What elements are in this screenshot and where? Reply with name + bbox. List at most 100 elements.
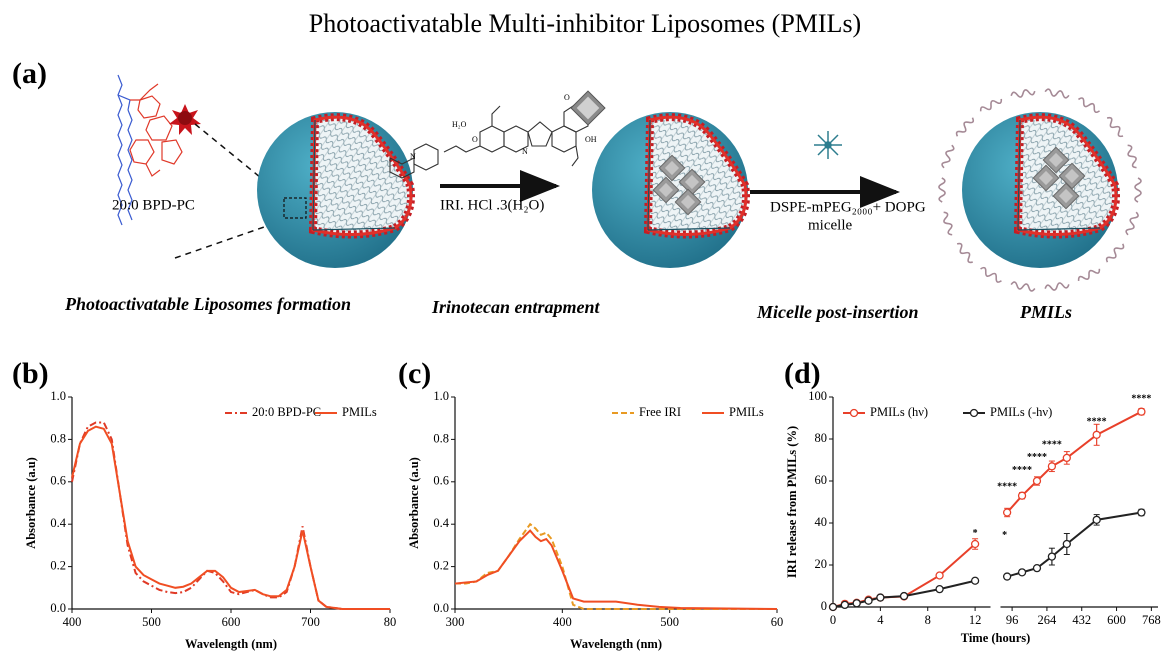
lipid-label: 20:0 BPD-PC (112, 197, 195, 213)
peg-chain (943, 211, 953, 236)
x-tick-label: 96 (1006, 613, 1019, 627)
data-point (1062, 539, 1071, 549)
peg-chain (1106, 116, 1124, 138)
data-point (1092, 430, 1101, 439)
x-tick-label: 500 (142, 615, 161, 629)
legend-label: PMILs (342, 405, 377, 419)
significance-label: **** (1042, 440, 1062, 451)
y-tick-label: 0.2 (433, 558, 449, 572)
peg-chain (1134, 177, 1142, 203)
atom-label: N (410, 152, 416, 161)
x-tick-label: 8 (925, 613, 931, 627)
step-label: IRI. HCl .3(H₂O) (440, 197, 544, 213)
series-line (1006, 511, 1142, 578)
significance-label: **** (1012, 465, 1032, 476)
step-label: micelle (808, 217, 852, 233)
stage-label: Irinotecan entrapment (431, 297, 601, 317)
data-point (935, 585, 944, 594)
x-tick-label: 12 (969, 613, 982, 627)
stage-label: PMILs (1019, 302, 1072, 322)
liposome (962, 112, 1118, 268)
panel-label: (d) (784, 357, 821, 390)
y-tick-label: 0 (821, 599, 827, 613)
data-point (1017, 568, 1027, 577)
x-tick-label: 400 (553, 615, 572, 629)
x-axis-label: Wavelength (nm) (570, 637, 662, 651)
peg-chain (941, 144, 955, 169)
atom-label: O (564, 93, 570, 102)
peg-chain (1010, 281, 1036, 292)
y-tick-label: 0.8 (433, 431, 449, 445)
y-tick-label: 0.4 (50, 516, 66, 530)
x-tick-label: 60 (771, 615, 784, 629)
y-tick-label: 0.8 (50, 431, 66, 445)
significance-label: * (1002, 530, 1007, 541)
atom-label: N (522, 147, 528, 156)
y-tick-label: 0.6 (433, 474, 449, 488)
legend-marker (849, 408, 859, 418)
data-point (1092, 515, 1101, 524)
legend-label: PMILs (hν) (870, 405, 928, 419)
drug-crystal (570, 90, 606, 126)
x-tick-label: 600 (222, 615, 241, 629)
data-point (1137, 407, 1146, 416)
x-tick-label: 0 (830, 613, 836, 627)
data-point (1137, 508, 1146, 517)
series-line (454, 529, 778, 610)
data-point (970, 576, 980, 585)
atom-label: O (472, 135, 478, 144)
peg-chain (980, 266, 1002, 283)
peg-chain (1077, 97, 1101, 114)
lipid-molecule (117, 74, 201, 226)
data-point (1062, 453, 1071, 463)
data-point (935, 571, 944, 580)
peg-chain (979, 98, 1003, 112)
y-tick-label: 60 (815, 473, 828, 487)
x-tick-label: 300 (446, 615, 465, 629)
peg-chain (1044, 282, 1070, 291)
legend-label: PMILs (729, 405, 764, 419)
stage-label: Photoactivatable Liposomes formation (64, 294, 351, 314)
peg-chain (1105, 243, 1125, 263)
y-tick-label: 80 (815, 431, 828, 445)
data-point (1047, 552, 1057, 561)
liposome (257, 112, 413, 268)
series-line (71, 421, 390, 610)
peg-chain (1077, 268, 1101, 281)
x-tick-label: 432 (1072, 613, 1091, 627)
y-tick-label: 0.0 (50, 601, 66, 615)
significance-label: **** (997, 482, 1017, 493)
y-axis-label: Absorbance (a.u) (407, 457, 421, 549)
legend-label: 20:0 BPD-PC (252, 405, 321, 419)
data-point (899, 591, 909, 601)
data-point (828, 602, 838, 612)
stage-label: Micelle post-insertion (756, 302, 919, 322)
significance-label: * (973, 528, 978, 539)
micelle (814, 131, 842, 159)
x-tick-label: 80 (384, 615, 397, 629)
x-tick-label: 768 (1142, 613, 1161, 627)
atom-label: OH (585, 135, 597, 144)
y-axis-label: IRI release from PMILs (%) (785, 426, 799, 578)
x-tick-label: 4 (877, 613, 884, 627)
y-axis-label: Absorbance (a.u) (24, 457, 38, 549)
atom-label: H₂O (452, 120, 467, 129)
data-point (1032, 476, 1042, 486)
y-tick-label: 0.0 (433, 601, 449, 615)
data-point (1032, 564, 1042, 573)
data-point (1017, 491, 1027, 500)
data-point (864, 596, 873, 605)
series-line (71, 425, 390, 610)
y-tick-label: 40 (815, 515, 828, 529)
data-point (1002, 572, 1012, 581)
peg-chain (956, 242, 973, 264)
x-tick-label: 400 (63, 615, 82, 629)
y-tick-label: 1.0 (433, 389, 449, 403)
significance-label: **** (1087, 416, 1107, 427)
peg-chains (938, 88, 1142, 292)
data-point (852, 599, 861, 608)
data-point (1002, 508, 1012, 517)
x-tick-label: 700 (301, 615, 320, 629)
significance-label: **** (1131, 393, 1151, 404)
